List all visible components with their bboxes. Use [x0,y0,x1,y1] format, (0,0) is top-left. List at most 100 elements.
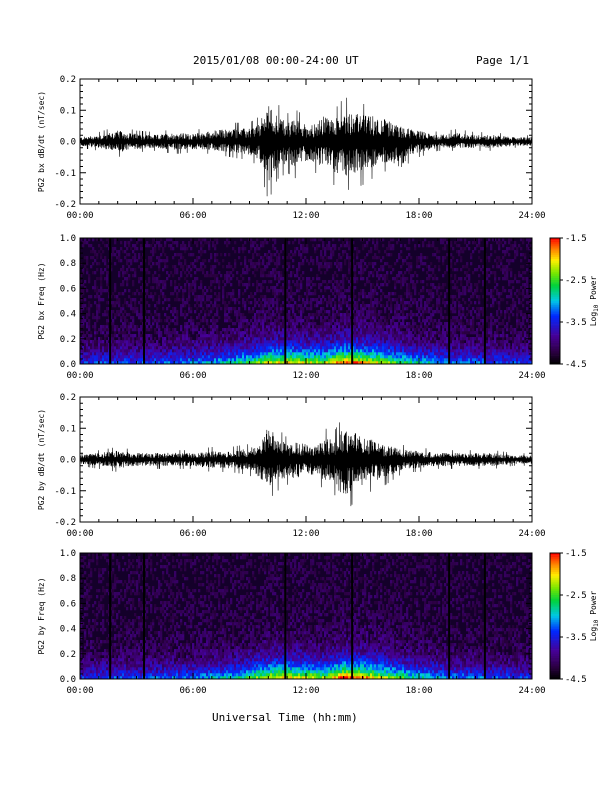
spectrogram-cell [408,271,411,275]
spectrogram-cell [122,349,125,353]
spectrogram-cell [232,349,235,353]
spectrogram-cell [224,349,227,353]
spectrogram-cell [362,268,365,272]
spectrogram-cell [340,355,343,359]
spectrogram-cell [372,325,375,329]
spectrogram-cell [406,301,409,305]
spectrogram-cell [326,361,329,365]
spectrogram-cell [450,274,453,278]
spectrogram-cell [262,355,265,359]
spectrogram-cell [342,334,345,338]
spectrogram-cell [288,352,291,356]
spectrogram-cell [330,340,333,344]
spectrogram-cell [468,319,471,323]
spectrogram-cell [184,313,187,317]
spectrogram-cell [238,289,241,293]
spectrogram-cell [262,262,265,266]
spectrogram-cell [106,319,109,323]
spectrogram-cell [304,343,307,347]
spectrogram-cell [122,358,125,362]
spectrogram-cell [100,286,103,290]
spectrogram-cell [148,271,151,275]
spectrogram-cell [346,355,349,359]
spectrogram-cell [358,328,361,332]
spectrogram-cell [442,262,445,266]
spectrogram-cell [400,250,403,254]
spectrogram-cell [460,322,463,326]
spectrogram-cell [226,334,229,338]
spectrogram-cell [426,271,429,275]
spectrogram-cell [300,307,303,311]
spectrogram-cell [272,316,275,320]
spectrogram-cell [232,295,235,299]
spectrogram-cell [266,361,269,365]
spectrogram-cell [288,313,291,317]
spectrogram-cell [406,292,409,296]
spectrogram-cell [154,280,157,284]
spectrogram-cell [470,358,473,362]
spectrogram-cell [202,250,205,254]
spectrogram-cell [132,298,135,302]
spectrogram-cell [128,259,131,263]
spectrogram-cell [402,343,405,347]
spectrogram-cell [292,310,295,314]
spectrogram-cell [366,322,369,326]
spectrogram-cell [340,334,343,338]
spectrogram-cell [440,352,443,356]
spectrogram-cell [88,322,91,326]
spectrogram-cell [390,343,393,347]
spectrogram-cell [372,337,375,341]
spectrogram-cell [430,319,433,323]
spectrogram-cell [322,337,325,341]
spectrogram-cell [356,250,359,254]
spectrogram-cell [318,325,321,329]
spectrogram-cell [88,337,91,341]
spectrogram-cell [294,325,297,329]
spectrogram-cell [358,313,361,317]
spectrogram-cell [126,247,129,251]
spectrogram-cell [266,331,269,335]
spectrogram-cell [468,337,471,341]
spectrogram-cell [388,298,391,302]
spectrogram-cell [234,352,237,356]
spectrogram-cell [414,322,417,326]
spectrogram-cell [290,355,293,359]
spectrogram-cell [114,325,117,329]
spectrogram-cell [318,328,321,332]
spectrogram-cell [344,250,347,254]
spectrogram-cell [394,343,397,347]
spectrogram-cell [340,244,343,248]
spectrogram-cell [290,286,293,290]
spectrogram-cell [102,352,105,356]
spectrogram-cell [132,319,135,323]
spectrogram-cell [184,331,187,335]
spectrogram-cell [280,355,283,359]
spectrogram-cell [256,286,259,290]
spectrogram-cell [240,352,243,356]
spectrogram-cell [406,313,409,317]
spectrogram-cell [360,322,363,326]
spectrogram-cell [192,346,195,350]
spectrogram-cell [222,289,225,293]
spectrogram-cell [450,241,453,245]
spectrogram-cell [160,352,163,356]
spectrogram-cell [204,274,207,278]
spectrogram-cell [260,262,263,266]
spectrogram-cell [174,328,177,332]
spectrogram-cell [234,328,237,332]
spectrogram-cell [376,358,379,362]
spectrogram-cell [80,283,83,287]
spectrogram-cell [396,346,399,350]
spectrogram-cell [308,331,311,335]
spectrogram-cell [214,346,217,350]
spectrogram-cell [330,334,333,338]
spectrogram-cell [392,316,395,320]
spectrogram-cell [214,325,217,329]
spectrogram-cell [396,361,399,365]
spectrogram-cell [418,340,421,344]
spectrogram-cell [268,322,271,326]
spectrogram-cell [416,301,419,305]
spectrogram-cell [110,346,113,350]
spectrogram-cell [206,361,209,365]
spectrogram-cell [204,241,207,245]
